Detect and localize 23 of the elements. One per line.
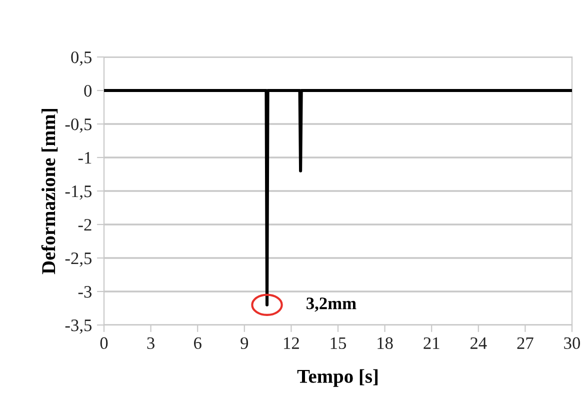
- y-tick-label: -1: [78, 152, 92, 164]
- x-tick-label: 18: [378, 337, 393, 350]
- x-tick-label: 3: [147, 337, 154, 350]
- x-tick-label: 30: [564, 337, 580, 350]
- y-tick-label: -0,5: [65, 118, 92, 133]
- x-tick-label: 15: [330, 337, 346, 350]
- x-tick-label: 21: [424, 337, 440, 349]
- x-tick-label: 12: [284, 337, 299, 349]
- y-tick-label: -3,5: [65, 320, 92, 334]
- y-tick-label: -2,5: [65, 252, 92, 267]
- x-tick-label: 6: [194, 337, 202, 350]
- x-axis-title: Tempo [s]: [297, 369, 378, 387]
- y-axis-title: Deformazione [mm]: [41, 109, 58, 274]
- y-tick-label: -1,5: [65, 186, 92, 200]
- x-tick-label: 27: [517, 337, 534, 349]
- x-tick-label: 9: [240, 337, 248, 350]
- y-tick-label: 0,5: [71, 51, 92, 66]
- x-tick-label: 0: [100, 337, 108, 350]
- annotation: 3,2mm: [306, 298, 356, 312]
- y-tick-label: 0: [84, 84, 92, 97]
- y-tick-label: -2: [78, 219, 92, 231]
- y-tick-label: -3: [78, 286, 92, 298]
- x-tick-label: 24: [470, 337, 487, 349]
